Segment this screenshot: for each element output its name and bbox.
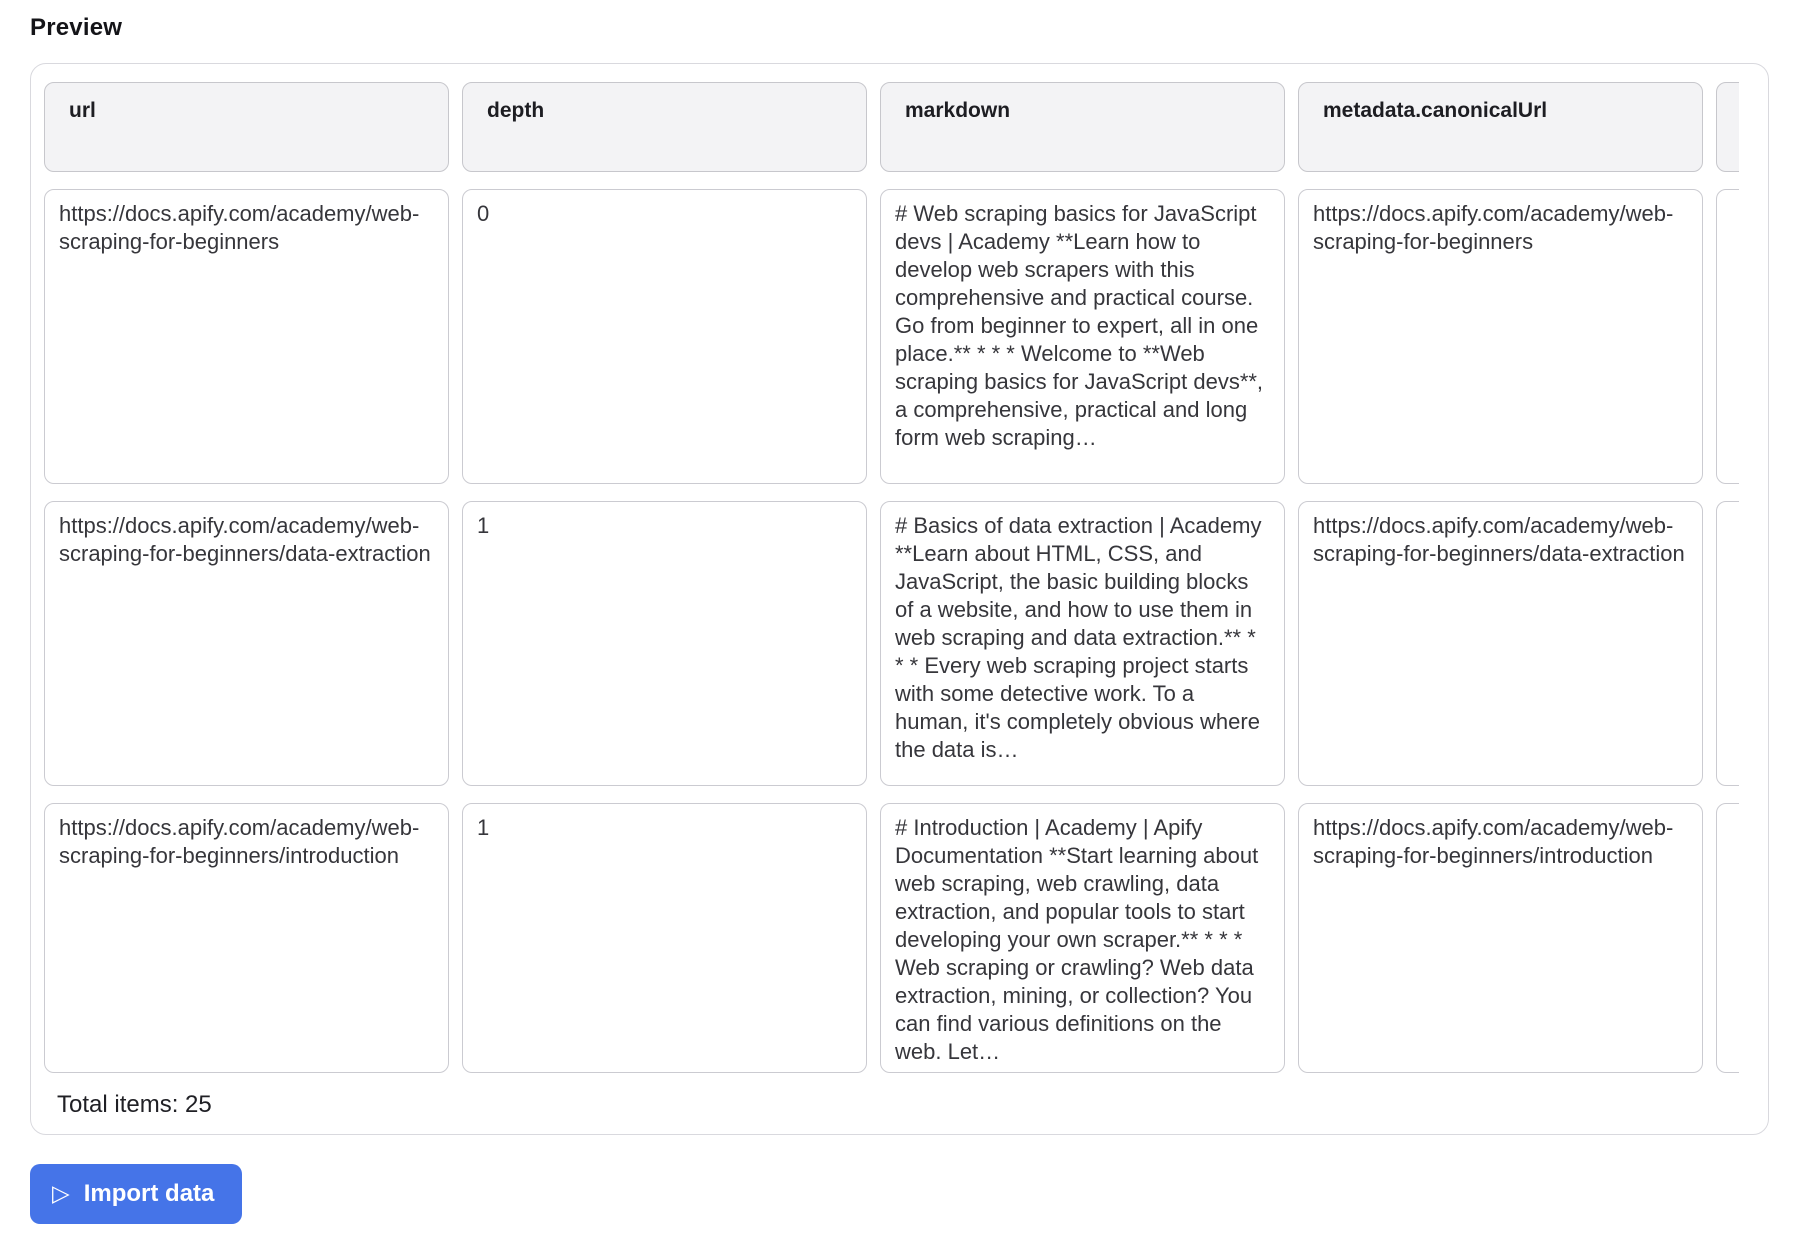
column-header-markdown: markdown (880, 82, 1285, 172)
page-title: Preview (30, 14, 123, 41)
cell-extra (1716, 803, 1739, 1073)
cell-url: https://docs.apify.com/academy/web-scrap… (44, 189, 449, 484)
cell-canonical-url: https://docs.apify.com/academy/web-scrap… (1298, 501, 1703, 786)
column-header-url: url (44, 82, 449, 172)
cell-extra (1716, 501, 1739, 786)
cell-extra (1716, 189, 1739, 484)
total-items-label: Total items: 25 (57, 1091, 212, 1118)
cell-depth: 1 (462, 803, 867, 1073)
table-scroll-area[interactable]: url depth markdown metadata.canonicalUrl… (44, 82, 1739, 1073)
preview-panel: url depth markdown metadata.canonicalUrl… (30, 63, 1769, 1135)
column-header-extra (1716, 82, 1739, 172)
cell-url: https://docs.apify.com/academy/web-scrap… (44, 803, 449, 1073)
cell-markdown: # Basics of data extraction | Academy **… (880, 501, 1285, 786)
cell-depth: 0 (462, 189, 867, 484)
import-data-label: Import data (83, 1180, 215, 1207)
cell-markdown: # Introduction | Academy | Apify Documen… (880, 803, 1285, 1073)
import-data-button[interactable]: ▷ Import data (30, 1164, 243, 1224)
cell-canonical-url: https://docs.apify.com/academy/web-scrap… (1298, 803, 1703, 1073)
cell-markdown: # Web scraping basics for JavaScript dev… (880, 189, 1285, 484)
data-grid: url depth markdown metadata.canonicalUrl… (44, 82, 1739, 1073)
column-header-canonical-url: metadata.canonicalUrl (1298, 82, 1703, 172)
play-icon: ▷ (52, 1179, 70, 1206)
cell-canonical-url: https://docs.apify.com/academy/web-scrap… (1298, 189, 1703, 484)
cell-depth: 1 (462, 501, 867, 786)
column-header-depth: depth (462, 82, 867, 172)
cell-url: https://docs.apify.com/academy/web-scrap… (44, 501, 449, 786)
